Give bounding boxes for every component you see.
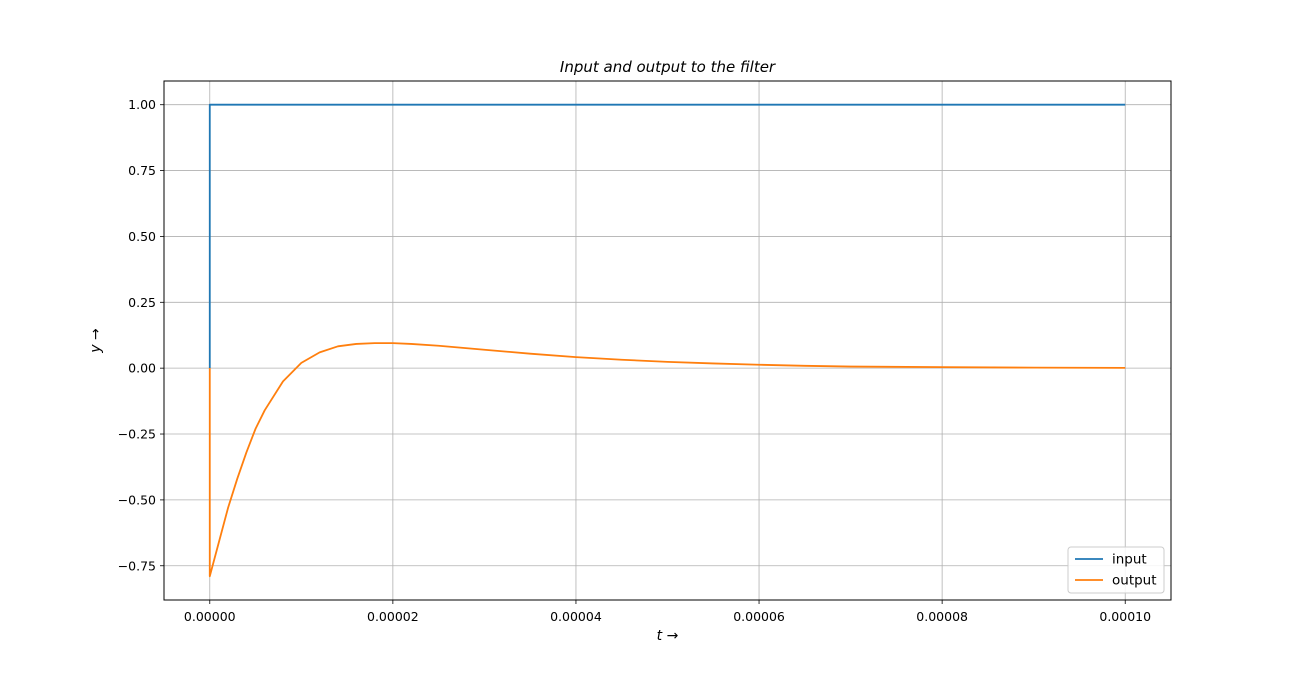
y-tick-label: −0.75 bbox=[118, 558, 156, 573]
grid-lines bbox=[164, 81, 1171, 600]
x-tick-label: 0.00000 bbox=[184, 609, 236, 624]
y-tick-label: −0.25 bbox=[118, 427, 156, 442]
x-tick-label: 0.00010 bbox=[1099, 609, 1151, 624]
series-lines bbox=[208, 103, 1126, 578]
plot-area-frame bbox=[163, 80, 1172, 601]
axis-ticks: 0.00000 0.00002 0.00004 0.00006 0.00008 0.000… bbox=[118, 97, 1151, 624]
chart-title: Input and output to the filter bbox=[560, 58, 776, 76]
legend-label-output: output bbox=[1112, 573, 1157, 589]
y-tick-label: 0.50 bbox=[128, 229, 156, 244]
y-tick-label: 0.75 bbox=[128, 163, 156, 178]
x-tick-label: 0.00008 bbox=[916, 609, 968, 624]
x-tick-label: 0.00002 bbox=[367, 609, 419, 624]
x-tick-label: 0.00006 bbox=[733, 609, 785, 624]
y-tick-label: 0.00 bbox=[128, 361, 156, 376]
y-tick-label: 0.25 bbox=[128, 295, 156, 310]
series-line-output bbox=[208, 342, 1126, 578]
y-tick-label: 1.00 bbox=[128, 97, 156, 112]
series-line-input bbox=[208, 103, 1126, 369]
y-axis-label: y → bbox=[88, 328, 104, 354]
y-tick-label: −0.50 bbox=[118, 492, 156, 507]
x-axis-label: t → bbox=[657, 628, 679, 644]
x-tick-label: 0.00004 bbox=[550, 609, 602, 624]
legend-label-input: input bbox=[1112, 552, 1147, 568]
legend: input output bbox=[1067, 546, 1165, 594]
